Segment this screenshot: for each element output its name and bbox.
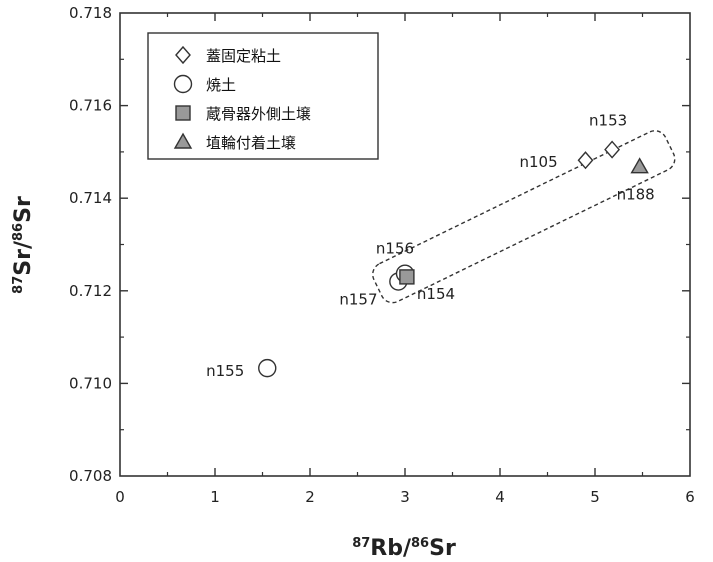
legend-label: 蓋固定粘土 bbox=[206, 47, 281, 65]
legend-label: 焼土 bbox=[206, 76, 236, 94]
x-axis-title-sup1: 87 bbox=[352, 536, 370, 551]
legend-label: 蔵骨器外側土壌 bbox=[206, 105, 311, 123]
point-label: n188 bbox=[617, 186, 655, 204]
y-tick-label: 0.708 bbox=[69, 467, 112, 485]
data-point bbox=[630, 157, 649, 174]
data-point bbox=[258, 358, 277, 378]
x-tick-label: 3 bbox=[400, 488, 410, 506]
point-label: n156 bbox=[376, 240, 414, 258]
group-enclosure bbox=[372, 130, 676, 304]
legend-marker bbox=[175, 105, 191, 121]
data-point bbox=[577, 151, 594, 170]
x-tick-label: 4 bbox=[495, 488, 505, 506]
data-point bbox=[604, 140, 621, 159]
y-axis-title-sup1: 87 bbox=[11, 276, 26, 294]
x-axis-title-sup2: 86 bbox=[411, 536, 429, 551]
x-tick-label: 0 bbox=[115, 488, 125, 506]
x-tick-label: 2 bbox=[305, 488, 315, 506]
y-axis-title: 87Sr/86Sr bbox=[11, 196, 36, 294]
x-axis-title: 87Rb/86Sr bbox=[352, 536, 456, 561]
x-tick-label: 6 bbox=[685, 488, 695, 506]
x-axis-title-main1: Rb/ bbox=[370, 536, 412, 561]
point-label: n105 bbox=[520, 153, 558, 171]
x-tick-label: 1 bbox=[210, 488, 220, 506]
legend-marker bbox=[173, 132, 193, 149]
x-axis-title-main2: Sr bbox=[429, 536, 456, 561]
y-tick-label: 0.716 bbox=[69, 97, 112, 115]
y-tick-label: 0.712 bbox=[69, 282, 112, 300]
legend-label: 埴輪付着土壌 bbox=[206, 134, 296, 152]
y-axis-title-sup2: 86 bbox=[11, 223, 26, 241]
y-axis-title-main1: Sr/ bbox=[11, 240, 36, 276]
point-label: n157 bbox=[339, 291, 377, 309]
point-label: n155 bbox=[206, 362, 244, 380]
y-tick-label: 0.714 bbox=[69, 189, 112, 207]
y-tick-label: 0.710 bbox=[69, 374, 112, 392]
point-label: n154 bbox=[417, 285, 455, 303]
legend-marker bbox=[173, 74, 193, 94]
x-tick-label: 5 bbox=[590, 488, 600, 506]
legend-marker bbox=[175, 45, 191, 65]
y-tick-label: 0.718 bbox=[69, 4, 112, 22]
data-point bbox=[399, 269, 415, 285]
y-axis-title-main2: Sr bbox=[11, 196, 36, 223]
point-label: n153 bbox=[589, 112, 627, 130]
